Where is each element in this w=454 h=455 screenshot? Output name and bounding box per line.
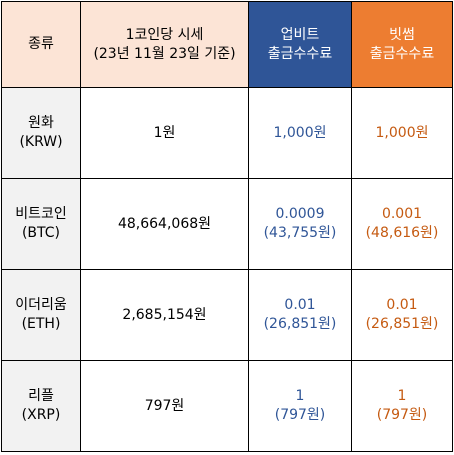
- coin-price: 48,664,068원: [80, 178, 249, 270]
- coin-price: 1원: [80, 87, 249, 179]
- header-type: 종류: [1, 1, 81, 88]
- header-price: 1코인당 시세 (23년 11월 23일 기준): [80, 1, 249, 88]
- upbit-fee: 0.0009 (43,755원): [248, 178, 352, 270]
- header-bithumb-fee: 빗썸 출금수수료: [351, 1, 453, 88]
- table-row-xrp: 리플 (XRP) 797원 1 (797원) 1 (797원): [1, 360, 453, 452]
- coin-price: 2,685,154원: [80, 269, 249, 361]
- table-row-eth: 이더리움 (ETH) 2,685,154원 0.01 (26,851원) 0.0…: [1, 269, 453, 361]
- table-row-btc: 비트코인 (BTC) 48,664,068원 0.0009 (43,755원) …: [1, 178, 453, 270]
- upbit-fee: 1 (797원): [248, 360, 352, 452]
- coin-name: 비트코인 (BTC): [1, 178, 81, 270]
- bithumb-fee: 1 (797원): [351, 360, 453, 452]
- header-row: 종류 1코인당 시세 (23년 11월 23일 기준) 업비트 출금수수료 빗썸…: [1, 1, 453, 88]
- bithumb-fee: 1,000원: [351, 87, 453, 179]
- upbit-fee: 0.01 (26,851원): [248, 269, 352, 361]
- coin-name: 리플 (XRP): [1, 360, 81, 452]
- table-row-krw: 원화 (KRW) 1원 1,000원 1,000원: [1, 87, 453, 179]
- coin-name: 이더리움 (ETH): [1, 269, 81, 361]
- coin-name: 원화 (KRW): [1, 87, 81, 179]
- coin-price: 797원: [80, 360, 249, 452]
- bithumb-fee: 0.001 (48,616원): [351, 178, 453, 270]
- header-upbit-fee: 업비트 출금수수료: [248, 1, 352, 88]
- upbit-fee: 1,000원: [248, 87, 352, 179]
- bithumb-fee: 0.01 (26,851원): [351, 269, 453, 361]
